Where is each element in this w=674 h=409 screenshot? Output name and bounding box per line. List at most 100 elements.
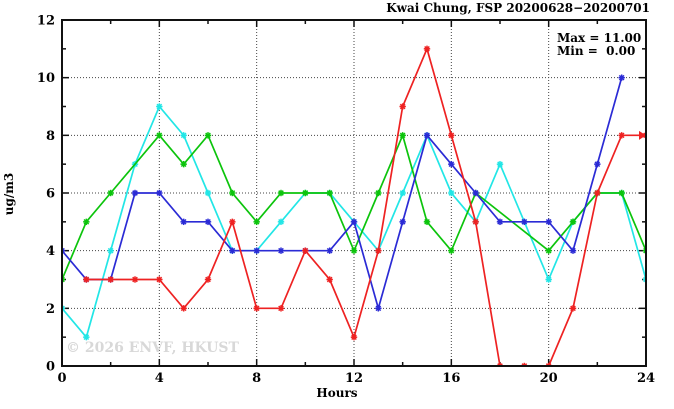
data-point-marker [107,247,114,254]
data-point-marker [448,247,455,254]
data-point-marker [545,276,552,283]
data-point-marker [448,189,455,197]
data-point-marker [569,305,577,312]
y-tick-label: 12 [37,14,55,29]
data-point-marker [448,160,455,168]
x-tick-label: 20 [540,371,558,386]
data-point-marker [496,362,504,366]
data-point-marker [229,247,236,254]
data-point-marker [350,218,358,226]
data-point-marker [277,247,285,254]
data-point-marker [83,218,90,226]
data-point-marker [156,132,163,139]
data-point-marker [326,276,333,283]
data-point-marker [399,218,406,226]
data-point-marker [399,103,406,110]
series-red [83,45,646,366]
data-point-marker [594,189,601,197]
plot-border [61,19,647,367]
x-tick-label: 0 [57,371,66,386]
data-point-marker [569,218,577,226]
data-point-marker [229,218,236,226]
data-point-marker [204,132,212,139]
data-point-marker [156,276,163,283]
line-end-arrow [639,130,646,140]
data-point-marker [399,189,406,197]
data-point-marker [277,305,285,312]
data-point-marker [204,276,212,283]
x-tick-label: 4 [155,371,164,386]
data-point-marker [545,247,552,254]
data-point-marker [180,305,187,312]
data-point-marker [618,132,625,139]
data-point-marker [156,103,163,110]
data-point-marker [569,247,577,254]
y-tick-label: 0 [46,360,55,375]
data-point-marker [131,276,139,283]
x-tick-label: 8 [252,371,261,386]
data-point-marker [642,276,646,283]
data-point-marker [618,74,625,81]
data-point-marker [423,218,431,226]
data-point-marker [180,132,187,139]
data-point-marker [107,276,114,283]
data-point-marker [496,218,504,226]
data-point-marker [62,276,66,283]
x-tick-label: 16 [442,371,460,386]
y-tick-label: 10 [37,71,55,86]
data-point-marker [545,362,552,366]
data-point-marker [375,247,382,254]
data-point-marker [375,305,382,312]
data-point-marker [423,132,431,139]
data-point-marker [326,247,333,254]
data-point-marker [521,362,528,366]
data-point-marker [229,189,236,197]
data-point-marker [642,247,646,254]
max-value-label: Max = 11.00 [557,31,642,45]
series-line-blue [62,77,623,312]
x-tick-label: 12 [345,371,363,386]
y-tick-label: 2 [46,302,55,317]
data-point-marker [472,189,479,197]
data-point-marker [253,218,260,226]
chart-title: Kwai Chung, FSP 20200628−20200701 [386,1,650,15]
data-point-marker [83,276,90,283]
data-point-marker [521,218,528,226]
data-point-marker [302,189,309,197]
y-tick-label: 6 [46,187,55,202]
watermark: © 2026 ENVF, HKUST [66,340,239,356]
data-point-marker [350,333,358,341]
data-point-marker [399,132,406,139]
data-point-marker [326,189,333,197]
data-point-marker [448,132,455,139]
data-point-marker [180,218,187,226]
data-point-marker [375,189,382,197]
data-point-marker [302,247,309,254]
x-tick-label: 24 [637,371,655,386]
data-point-marker [277,189,285,197]
data-point-marker [277,218,285,226]
data-point-marker [472,218,479,226]
data-point-marker [350,247,358,254]
x-axis-title: Hours [316,386,358,400]
data-point-marker [253,305,260,312]
data-point-marker [62,305,66,312]
data-point-marker [180,160,187,168]
data-point-marker [107,189,114,197]
data-point-marker [545,218,552,226]
data-point-marker [618,189,625,197]
y-axis-title: ug/m3 [2,172,16,216]
series-line-red [86,46,646,366]
data-point-marker [156,189,163,197]
maxmin-annotation: Max = 11.00 Min = 0.00 [557,32,641,58]
y-tick-label: 8 [46,129,55,144]
data-point-marker [204,218,212,226]
data-point-marker [496,160,504,168]
data-point-marker [204,189,212,197]
data-point-marker [423,45,431,53]
data-point-marker [253,247,260,254]
min-value-label: Min = 0.00 [557,44,636,58]
data-point-marker [83,333,90,341]
